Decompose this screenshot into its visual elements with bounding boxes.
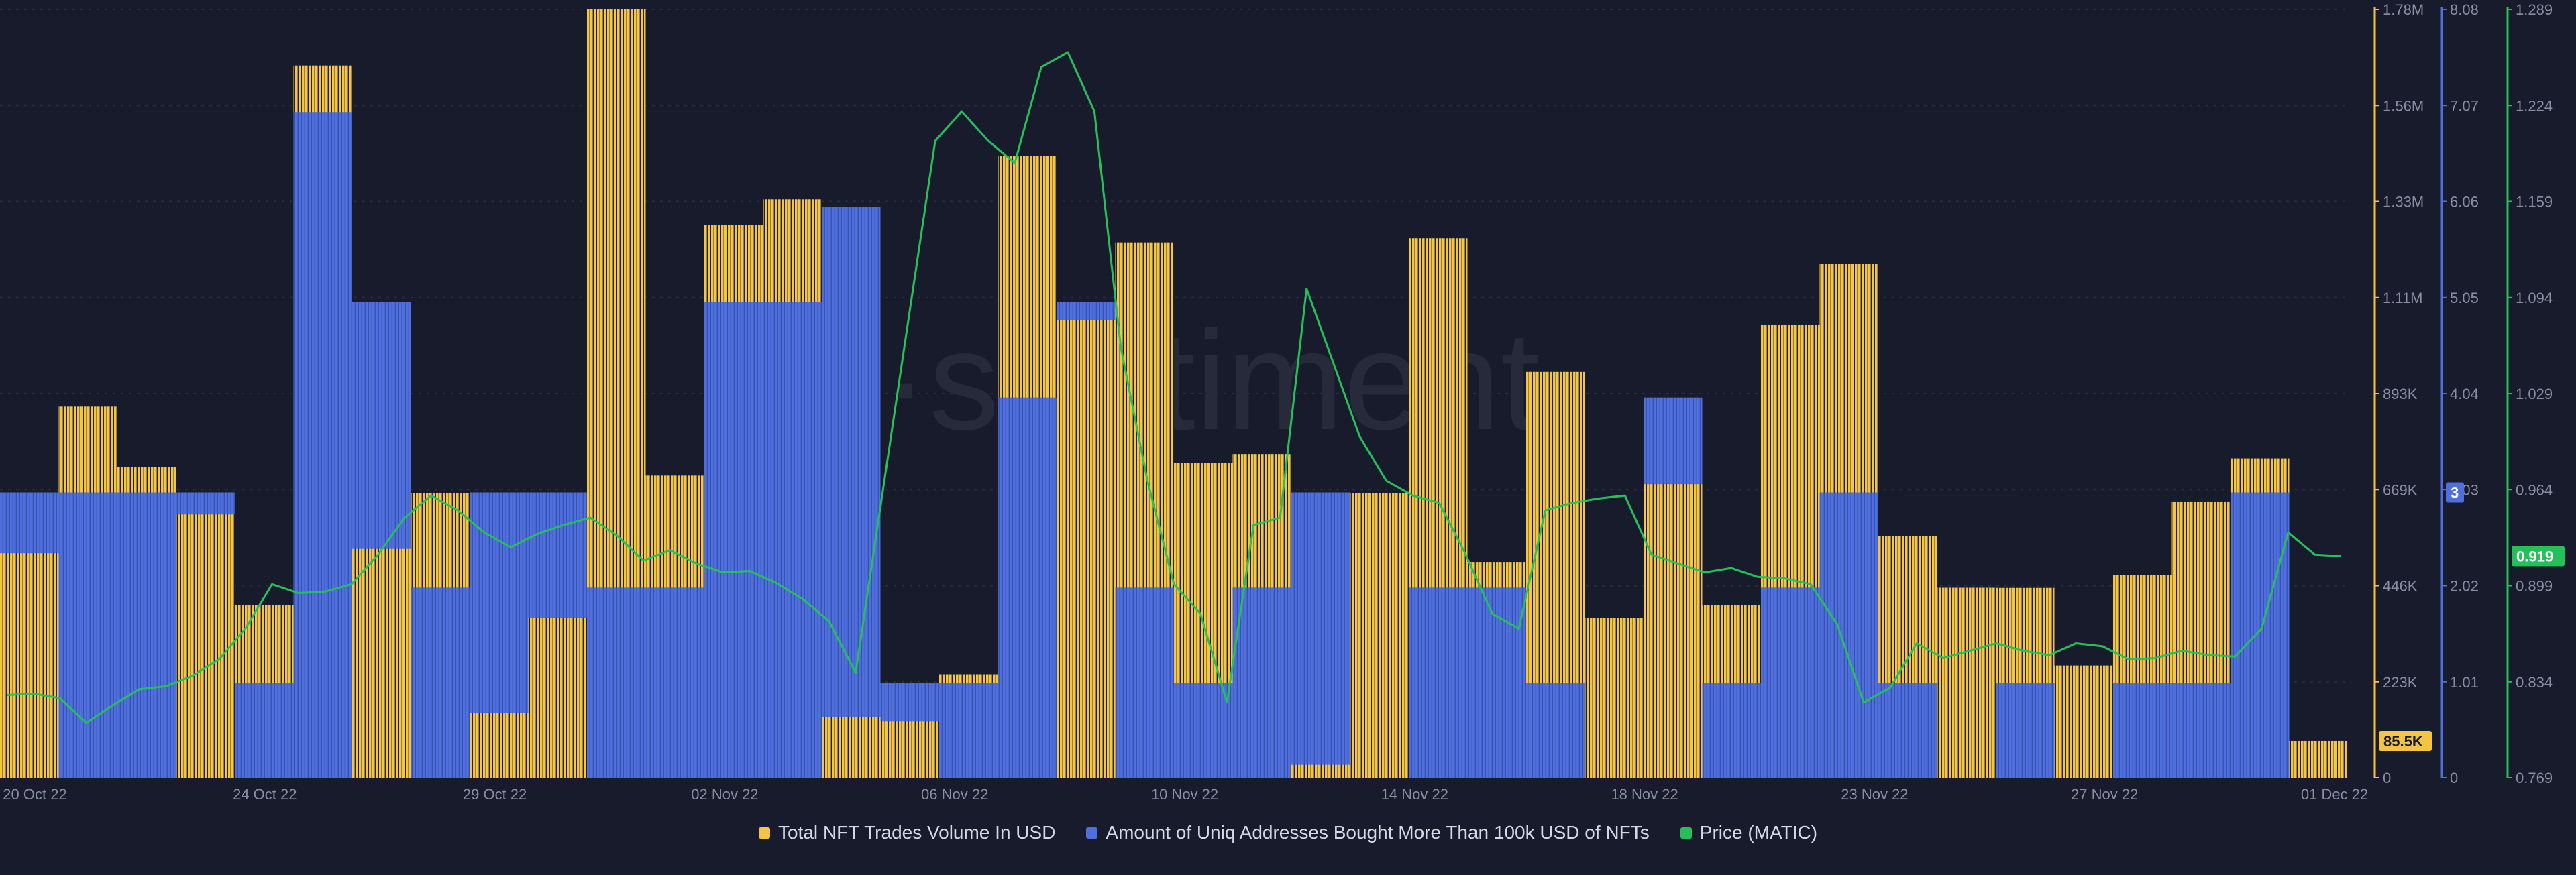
- addresses-axis-tick-label: 8.08: [2450, 1, 2479, 18]
- volume-bar[interactable]: [880, 721, 940, 778]
- addresses-bar[interactable]: [998, 397, 1057, 778]
- volume-bar[interactable]: [822, 717, 881, 778]
- price-line[interactable]: [6, 51, 2342, 724]
- x-axis-tick-label: 18 Nov 22: [1611, 786, 1678, 803]
- addresses-axis-tick-label: 7.07: [2450, 97, 2479, 114]
- addresses-bar[interactable]: [2113, 683, 2172, 778]
- volume-axis-tick-label: 1.11M: [2383, 290, 2423, 306]
- volume-value-badge-label: 85.5K: [2383, 733, 2423, 750]
- legend-item[interactable]: Amount of Uniq Addresses Bought More Tha…: [1086, 822, 1650, 843]
- x-axis-tick-label: 06 Nov 22: [921, 786, 988, 803]
- legend-label: Price (MATIC): [1699, 822, 1818, 843]
- volume-bar[interactable]: [0, 553, 59, 778]
- volume-bar[interactable]: [176, 514, 235, 778]
- volume-value-badge: [2379, 730, 2432, 751]
- volume-axis-tick-label: 446K: [2383, 578, 2418, 595]
- volume-axis-tick-label: 1.33M: [2383, 194, 2424, 211]
- addresses-bar[interactable]: [1526, 683, 1585, 778]
- volume-bar[interactable]: [2054, 665, 2114, 778]
- addresses-bar[interactable]: [1174, 683, 1233, 778]
- addresses-bar[interactable]: [235, 683, 294, 778]
- addresses-bar[interactable]: [2231, 492, 2290, 778]
- addresses-axis-tick-label: 1.01: [2450, 674, 2479, 691]
- legend-label: Total NFT Trades Volume In USD: [777, 822, 1056, 843]
- addresses-bar[interactable]: [117, 492, 176, 778]
- legend-item[interactable]: Total NFT Trades Volume In USD: [758, 822, 1056, 843]
- price-axis-tick-label: 1.029: [2516, 386, 2553, 402]
- price-value-badge-label: 0.919: [2516, 548, 2553, 565]
- addresses-bar[interactable]: [1115, 587, 1175, 778]
- addresses-bar[interactable]: [939, 683, 998, 778]
- addresses-axis-tick-label: 5.05: [2450, 290, 2479, 306]
- x-axis-tick-label: 10 Nov 22: [1151, 786, 1218, 803]
- addresses-bar[interactable]: [58, 492, 118, 778]
- legend-label: Amount of Uniq Addresses Bought More Tha…: [1106, 822, 1650, 843]
- addresses-value-badge: [2446, 482, 2464, 503]
- volume-bar[interactable]: [1291, 764, 1350, 778]
- price-axis-tick-label: 0.899: [2516, 578, 2553, 595]
- x-axis-tick-label: 02 Nov 22: [691, 786, 758, 803]
- x-axis-tick-label: 24 Oct 22: [233, 786, 297, 803]
- addresses-bar[interactable]: [1409, 587, 1468, 778]
- x-axis-tick-label: 20 Oct 22: [3, 786, 66, 803]
- volume-axis-tick-label: 669K: [2383, 481, 2418, 498]
- volume-bar[interactable]: [1057, 320, 1116, 778]
- volume-bar[interactable]: [1350, 493, 1409, 778]
- x-axis-tick-label: 01 Dec 22: [2301, 786, 2368, 803]
- legend: Total NFT Trades Volume In USD Amount of …: [0, 822, 2576, 843]
- legend-swatch: [1680, 827, 1692, 839]
- addresses-bar[interactable]: [1232, 587, 1292, 778]
- volume-axis-tick-label: 223K: [2383, 674, 2418, 691]
- x-axis-tick-label: 27 Nov 22: [2071, 786, 2138, 803]
- addresses-axis-tick-label: 4.04: [2450, 386, 2479, 402]
- legend-swatch: [1086, 827, 1098, 839]
- addresses-bar[interactable]: [645, 587, 705, 778]
- volume-bar[interactable]: [1585, 618, 1644, 778]
- addresses-bar[interactable]: [704, 302, 763, 778]
- price-axis-tick-label: 1.289: [2516, 1, 2553, 18]
- watermark: ·santiment·: [882, 302, 1587, 459]
- price-axis-tick-label: 0.964: [2516, 481, 2553, 498]
- volume-bar[interactable]: [352, 548, 411, 778]
- addresses-axis-tick-label: 2.02: [2450, 578, 2479, 595]
- addresses-bar[interactable]: [411, 587, 470, 778]
- addresses-bar[interactable]: [1996, 683, 2055, 778]
- volume-bar[interactable]: [470, 713, 529, 778]
- price-axis-tick-label: 1.224: [2516, 97, 2553, 114]
- addresses-bar[interactable]: [1819, 492, 1879, 778]
- addresses-bar[interactable]: [293, 112, 353, 778]
- addresses-bar[interactable]: [1467, 587, 1527, 778]
- addresses-bar[interactable]: [587, 587, 646, 778]
- x-axis-tick-label: 14 Nov 22: [1381, 786, 1448, 803]
- volume-bar[interactable]: [528, 618, 588, 778]
- addresses-bar[interactable]: [1761, 587, 1820, 778]
- volume-bar[interactable]: [1644, 484, 1703, 778]
- price-axis-tick-label: 1.159: [2516, 194, 2553, 211]
- volume-bar[interactable]: [1937, 587, 1996, 778]
- addresses-axis-tick-label: 0: [2450, 770, 2458, 786]
- addresses-bar[interactable]: [2171, 683, 2231, 778]
- legend-swatch: [758, 827, 770, 839]
- volume-bar[interactable]: [2289, 740, 2349, 778]
- price-axis-tick-label: 1.094: [2516, 290, 2553, 306]
- x-axis-tick-label: 23 Nov 22: [1841, 786, 1908, 803]
- price-axis-tick-label: 0.769: [2516, 770, 2553, 786]
- volume-axis-tick-label: 0: [2383, 770, 2391, 786]
- addresses-bar[interactable]: [1702, 683, 1762, 778]
- volume-axis-tick-label: 893K: [2383, 386, 2418, 402]
- addresses-bar[interactable]: [763, 302, 822, 778]
- x-axis-tick-label: 29 Oct 22: [463, 786, 527, 803]
- volume-axis-tick-label: 1.78M: [2383, 1, 2424, 18]
- addresses-bar[interactable]: [1878, 683, 1937, 778]
- volume-axis-tick-label: 1.56M: [2383, 97, 2424, 114]
- price-axis-tick-label: 0.834: [2516, 674, 2553, 691]
- addresses-value-badge-label: 3: [2451, 485, 2459, 502]
- addresses-bar[interactable]: [1291, 492, 1350, 778]
- price-value-badge: [2512, 546, 2565, 567]
- addresses-axis-tick-label: 6.06: [2450, 194, 2479, 211]
- legend-item[interactable]: Price (MATIC): [1680, 822, 1817, 843]
- addresses-bar[interactable]: [822, 207, 881, 778]
